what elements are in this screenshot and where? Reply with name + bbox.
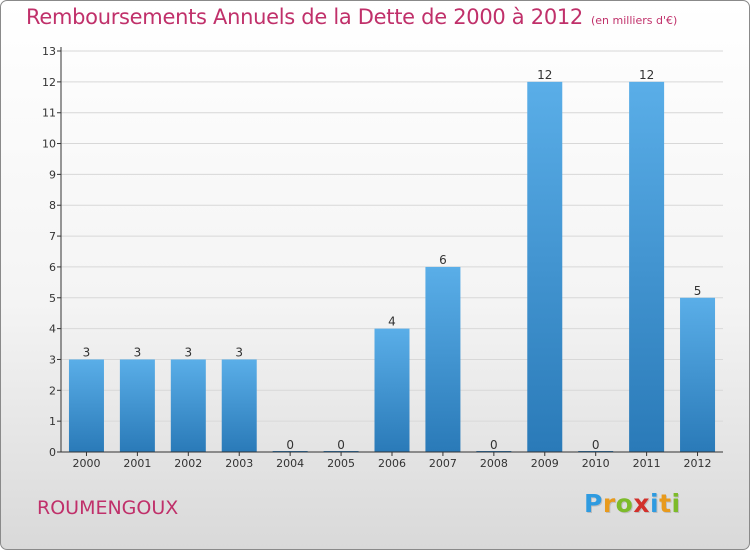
- y-tick-label: 7: [49, 230, 56, 243]
- axis-layer: [57, 47, 723, 456]
- logo-letter: t: [659, 489, 672, 518]
- data-label: 0: [286, 438, 294, 452]
- x-tick-label: 2008: [480, 457, 508, 470]
- data-label: 3: [83, 345, 91, 359]
- y-tick-label: 5: [49, 292, 56, 305]
- logo-letter: r: [602, 489, 616, 518]
- x-tick-label: 2000: [72, 457, 100, 470]
- bar-2007: [425, 266, 461, 452]
- data-label: 3: [134, 345, 142, 359]
- bar-2012: [680, 297, 716, 452]
- y-tick-label: 1: [49, 415, 56, 428]
- x-tick-label: 2003: [225, 457, 253, 470]
- y-tick-label: 9: [49, 168, 56, 181]
- y-tick-label: 10: [42, 138, 56, 151]
- x-tick-label: 2001: [123, 457, 151, 470]
- x-tick-label: 2009: [531, 457, 559, 470]
- logo-letter: P: [584, 489, 603, 518]
- data-label: 5: [694, 284, 702, 298]
- logo-letter: x: [633, 489, 650, 518]
- bar-2001: [119, 359, 155, 452]
- data-label: 3: [184, 345, 192, 359]
- title-row: Remboursements Annuels de la Dette de 20…: [26, 5, 677, 29]
- data-label: 6: [439, 253, 447, 267]
- y-tick-label: 3: [49, 353, 56, 366]
- y-tick-label: 11: [42, 107, 56, 120]
- bar-2002: [170, 359, 206, 452]
- logo-letter: o: [615, 489, 634, 518]
- bar-2006: [374, 328, 410, 452]
- bar-2009: [527, 81, 563, 452]
- label-layer: 0123456789101112133200032001320023200302…: [42, 45, 712, 470]
- bar-layer: [68, 81, 716, 452]
- bar-2000: [68, 359, 104, 452]
- x-tick-label: 2007: [429, 457, 457, 470]
- y-tick-label: 6: [49, 261, 56, 274]
- x-tick-label: 2010: [582, 457, 610, 470]
- x-tick-label: 2011: [633, 457, 661, 470]
- chart-subtitle: (en milliers d'€): [591, 14, 678, 27]
- y-tick-label: 12: [42, 76, 56, 89]
- x-tick-label: 2004: [276, 457, 304, 470]
- data-label: 3: [235, 345, 243, 359]
- chart-title: Remboursements Annuels de la Dette de 20…: [26, 5, 583, 29]
- data-label: 12: [639, 68, 654, 82]
- x-tick-label: 2006: [378, 457, 406, 470]
- y-tick-label: 0: [49, 446, 56, 459]
- x-tick-label: 2012: [684, 457, 712, 470]
- x-tick-label: 2002: [174, 457, 202, 470]
- logo-letter: i: [650, 489, 660, 518]
- data-label: 0: [337, 438, 345, 452]
- x-tick-label: 2005: [327, 457, 355, 470]
- y-tick-label: 4: [49, 323, 56, 336]
- bar-2003: [221, 359, 257, 452]
- y-tick-label: 8: [49, 199, 56, 212]
- bar-2011: [629, 81, 665, 452]
- proxiti-logo: Proxiti: [584, 489, 681, 518]
- commune-name: ROUMENGOUX: [37, 497, 179, 519]
- data-label: 4: [388, 315, 396, 329]
- data-label: 0: [592, 438, 600, 452]
- data-label: 12: [537, 68, 552, 82]
- data-label: 0: [490, 438, 498, 452]
- logo-letter: i: [671, 489, 681, 518]
- y-tick-label: 2: [49, 384, 56, 397]
- y-tick-label: 13: [42, 45, 56, 58]
